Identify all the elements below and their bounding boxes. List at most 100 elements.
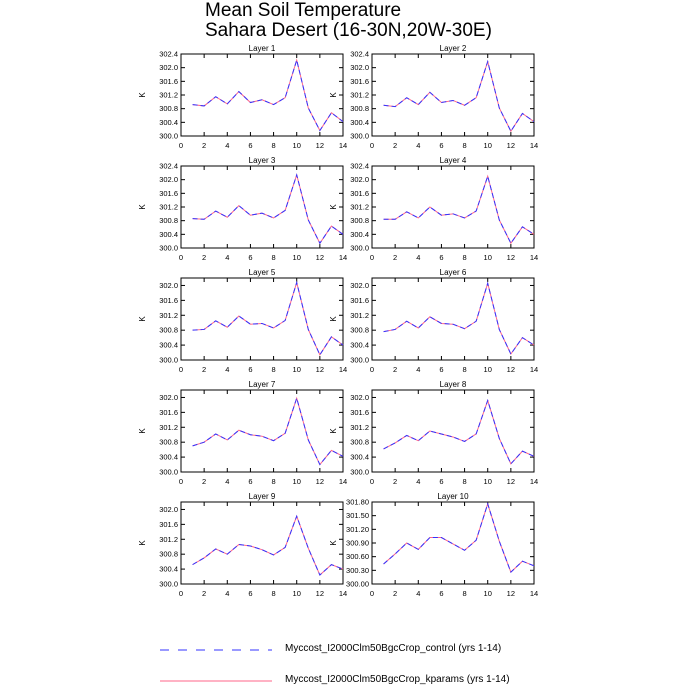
- x-tick-label: 10: [484, 141, 492, 150]
- x-tick-label: 0: [370, 477, 374, 486]
- panel-4: 0 2 4 6 8 10 12 14300.0300.4300.8301.2301.6302.…: [329, 156, 538, 262]
- y-tick-label: 301.50: [346, 511, 369, 520]
- x-tick-label: 14: [530, 365, 538, 374]
- panel-title: Layer 2: [440, 44, 467, 53]
- x-tick-label: 10: [293, 589, 301, 598]
- y-tick-label: 301.2: [159, 535, 178, 544]
- panel-title: Layer 7: [249, 380, 276, 389]
- y-tick-label: 300.4: [350, 453, 369, 462]
- x-tick-label: 0: [179, 253, 183, 262]
- y-tick-label: 300.8: [350, 216, 369, 225]
- plot-frame: [371, 53, 535, 137]
- x-tick-label: 14: [339, 253, 347, 262]
- y-axis-label: K: [329, 204, 338, 210]
- y-tick-label: 302.4: [350, 162, 369, 171]
- x-tick-label: 8: [271, 141, 275, 150]
- x-tick-label: 6: [439, 141, 443, 150]
- x-tick-label: 4: [416, 253, 420, 262]
- y-tick-label: 302.4: [159, 162, 178, 171]
- x-tick-label: 6: [248, 141, 252, 150]
- y-tick-label: 301.2: [350, 91, 369, 100]
- x-tick-label: 4: [225, 477, 229, 486]
- x-tick-label: 8: [462, 365, 466, 374]
- x-tick-label: 8: [271, 589, 275, 598]
- y-tick-label: 300.0: [350, 244, 369, 253]
- y-tick-label: 302.0: [159, 63, 178, 72]
- y-tick-label: 301.2: [159, 423, 178, 432]
- series-line-kparams: [192, 514, 344, 576]
- x-tick-label: 4: [225, 141, 229, 150]
- series-line-control: [192, 514, 344, 576]
- plot-frame: [180, 501, 344, 585]
- x-tick-label: 10: [293, 477, 301, 486]
- panel-title: Layer 10: [437, 492, 469, 501]
- series-line-control: [383, 174, 535, 245]
- x-tick-label: 10: [484, 589, 492, 598]
- y-axis-label: K: [329, 92, 338, 98]
- x-tick-label: 8: [271, 253, 275, 262]
- panel-9: 0 2 4 6 8 10 12 14 300.0 300.4 300.8 301.2 301.6 302.…: [138, 492, 347, 598]
- plot-frame: [371, 501, 535, 585]
- plot-frame: [180, 53, 344, 137]
- x-tick-label: 6: [439, 477, 443, 486]
- x-tick-label: 2: [393, 477, 397, 486]
- y-tick-label: 300.0: [159, 244, 178, 253]
- y-axis-label: K: [329, 428, 338, 434]
- y-axis-label: K: [138, 204, 147, 210]
- y-tick-label: 300.8: [159, 550, 178, 559]
- y-tick-label: 300.4: [159, 565, 178, 574]
- y-tick-label: 300.0: [159, 468, 178, 477]
- x-tick-label: 12: [507, 253, 515, 262]
- y-tick-label: 300.0: [159, 356, 178, 365]
- x-tick-label: 14: [530, 253, 538, 262]
- y-tick-label: 301.6: [350, 408, 369, 417]
- x-tick-label: 6: [248, 589, 252, 598]
- y-tick-label: 302.0: [159, 505, 178, 514]
- y-tick-label: 301.2: [350, 311, 369, 320]
- x-tick-label: 0: [179, 477, 183, 486]
- y-tick-label: 301.2: [350, 203, 369, 212]
- y-tick-label: 300.4: [350, 341, 369, 350]
- x-tick-label: 10: [293, 365, 301, 374]
- x-tick-label: 2: [393, 253, 397, 262]
- x-tick-label: 10: [484, 365, 492, 374]
- legend-label-kparams: Myccost_I2000Clm50BgcCrop_kparams (yrs 1…: [285, 674, 510, 685]
- series-line-kparams: [192, 173, 344, 245]
- y-tick-label: 300.60: [346, 552, 369, 561]
- x-tick-label: 14: [530, 141, 538, 150]
- series-line-kparams: [192, 396, 344, 466]
- x-tick-label: 12: [316, 365, 324, 374]
- series-line-kparams: [192, 58, 344, 132]
- y-tick-label: 301.80: [346, 498, 369, 507]
- x-tick-label: 2: [202, 253, 206, 262]
- panel-title: Layer 6: [440, 268, 467, 277]
- y-tick-label: 300.30: [346, 566, 369, 575]
- x-tick-label: 8: [462, 477, 466, 486]
- y-tick-label: 300.4: [159, 341, 178, 350]
- x-tick-label: 2: [393, 589, 397, 598]
- y-tick-label: 302.4: [159, 50, 178, 59]
- plot-frame: [371, 165, 535, 249]
- series-line-kparams: [383, 398, 535, 465]
- panel-6: 0 2 4 6 8 10 12 14300.0300.4300.8301.2301.6302.…: [329, 268, 538, 374]
- x-tick-label: 14: [339, 589, 347, 598]
- series-line-kparams: [383, 174, 535, 245]
- panel-3: 0 2 4 6 8 10 12 14 300.0 300.4 300.8 301.2 301.6 302.…: [138, 156, 347, 262]
- x-tick-label: 0: [179, 589, 183, 598]
- x-tick-label: 14: [339, 477, 347, 486]
- y-tick-label: 302.0: [159, 281, 178, 290]
- y-tick-label: 301.2: [159, 91, 178, 100]
- series-line-control: [383, 281, 535, 356]
- y-axis-label: K: [138, 428, 147, 434]
- chart-subtitle: Sahara Desert (16-30N,20W-30E): [205, 20, 492, 41]
- y-tick-label: 301.6: [350, 189, 369, 198]
- x-tick-label: 0: [179, 365, 183, 374]
- x-tick-label: 4: [416, 365, 420, 374]
- x-tick-label: 4: [416, 477, 420, 486]
- series-line-control: [192, 173, 344, 245]
- x-tick-label: 0: [370, 253, 374, 262]
- y-tick-label: 302.0: [159, 175, 178, 184]
- y-tick-label: 300.0: [350, 356, 369, 365]
- x-tick-label: 6: [439, 589, 443, 598]
- x-tick-label: 6: [248, 253, 252, 262]
